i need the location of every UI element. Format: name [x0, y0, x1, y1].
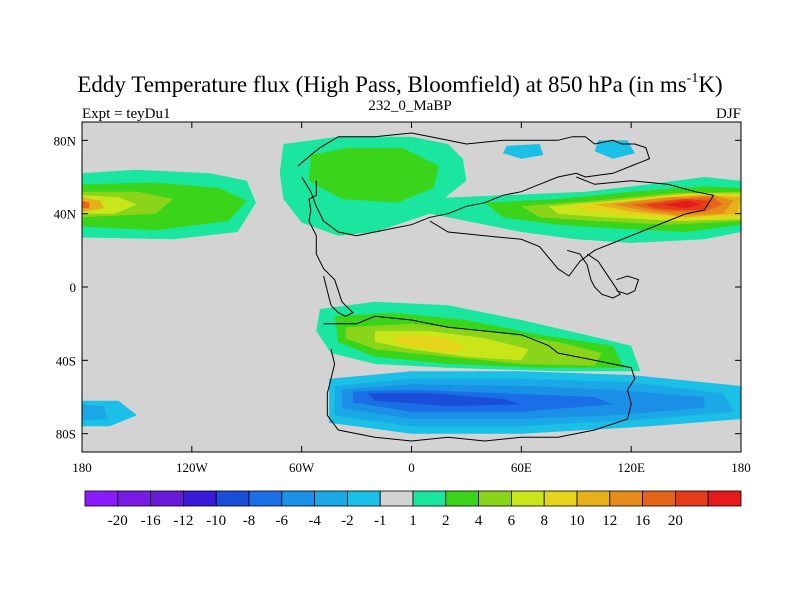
contour-region-southern-hemisphere-midlat: [393, 334, 467, 353]
contour-region-north-cyan-patch: [503, 144, 544, 159]
colorbar-swatch: [445, 490, 479, 507]
colorbar-label: -4: [308, 513, 321, 529]
x-tick-label: 60E: [511, 460, 532, 475]
coastline-south-landmass: [323, 315, 636, 442]
y-tick-label: 80S: [56, 427, 76, 442]
y-tick-label: 40N: [54, 207, 77, 222]
coastline-north-landmass: [429, 176, 715, 277]
colorbar-swatch: [281, 490, 315, 507]
colorbar-label: 4: [475, 513, 483, 529]
colorbar-swatch: [675, 490, 709, 507]
colorbar-swatch: [314, 490, 348, 507]
coastline-north-landmass: [308, 180, 354, 317]
y-tick-label: 40S: [56, 353, 76, 368]
y-tick-label: 80N: [54, 133, 77, 148]
figure-title-end: K): [698, 72, 722, 97]
x-tick-label: 180: [72, 460, 92, 475]
y-axis: 80N 40N 0 40S 80S: [54, 133, 741, 442]
colorbar-label: -6: [276, 513, 289, 529]
figure-title-superscript: -1: [687, 71, 699, 86]
contour-region-southern-ocean: [367, 393, 522, 407]
colorbar-swatch: [412, 490, 447, 507]
colorbar-label: 1: [409, 513, 417, 529]
figure-title-main: Eddy Temperature flux (High Pass, Bloomf…: [77, 72, 686, 97]
colorbar-swatch: [478, 490, 512, 507]
colorbar-label: -10: [206, 513, 226, 529]
coastline-east-asia-islands: [616, 275, 640, 295]
colorbar-label: 12: [602, 513, 617, 529]
contour-region-north-cyan-patch: [594, 140, 635, 159]
colorbar-swatch: [510, 490, 545, 507]
season-label: DJF: [716, 106, 741, 122]
colorbar-label: -12: [173, 513, 193, 529]
run-id-label: 232_0_MaBP: [368, 98, 451, 114]
colorbar-label: 2: [442, 513, 450, 529]
colorbar-swatch: [543, 490, 578, 507]
colorbar-swatch: [215, 490, 250, 507]
colorbar: -20 -16 -12 -10 -8 -6 -4 -2 -1 1 2 4 6 8 10 12 16 20: [84, 490, 742, 529]
contour-fields: [82, 136, 741, 434]
colorbar-label: -20: [108, 513, 128, 529]
colorbar-swatch: [707, 490, 742, 507]
experiment-label: Expt = teyDu1: [82, 106, 170, 122]
coastline-north-landmass: [297, 132, 651, 237]
coastlines: [297, 132, 715, 442]
colorbar-swatch: [117, 490, 152, 507]
colorbar-label: 8: [540, 513, 548, 529]
colorbar-swatch: [248, 490, 283, 507]
figure-title: Eddy Temperature flux (High Pass, Bloomf…: [77, 71, 722, 97]
map-plot-area: [81, 121, 742, 453]
colorbar-label: 6: [508, 513, 516, 529]
coastline-east-asia-islands: [566, 249, 621, 299]
x-axis: 180 120W 60W 0 60E 120E 180: [72, 122, 751, 475]
colorbar-label: -8: [243, 513, 256, 529]
colorbar-swatch: [84, 490, 119, 507]
contour-region-north-hemisphere-land: [309, 147, 439, 203]
contour-region-north-pacific-west: [82, 200, 90, 209]
colorbar-label: -16: [141, 513, 161, 529]
colorbar-swatch: [150, 490, 184, 507]
contour-region-north-atlantic-to-pacific: [664, 200, 701, 209]
colorbar-swatch: [346, 490, 381, 507]
colorbar-swatch: [379, 490, 414, 507]
x-tick-label: 180: [731, 460, 751, 475]
x-tick-label: 120E: [617, 460, 645, 475]
colorbar-label: -1: [374, 513, 387, 529]
colorbar-swatch: [609, 490, 643, 507]
colorbar-label: 20: [668, 513, 683, 529]
colorbar-swatch: [642, 490, 676, 507]
x-tick-label: 120W: [176, 460, 209, 475]
colorbar-swatch: [576, 490, 611, 507]
contour-region-southwest-pacific: [82, 404, 108, 421]
colorbar-label: -2: [341, 513, 354, 529]
x-tick-label: 0: [408, 460, 415, 475]
y-tick-label: 0: [70, 280, 77, 295]
colorbar-label: 16: [635, 513, 651, 529]
colorbar-label: 10: [570, 513, 585, 529]
colorbar-swatch: [182, 490, 217, 507]
x-tick-label: 60W: [289, 460, 315, 475]
